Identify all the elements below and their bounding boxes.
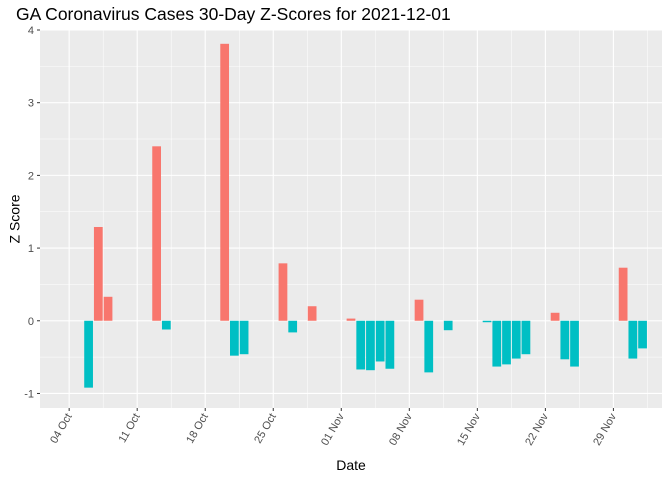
bar bbox=[161, 320, 171, 330]
bar bbox=[239, 320, 249, 355]
bar bbox=[375, 320, 385, 362]
grid-minor bbox=[40, 30, 662, 408]
bar bbox=[424, 320, 434, 373]
bar bbox=[152, 146, 161, 321]
bar bbox=[482, 320, 492, 323]
x-tick-label: 11 Oct bbox=[117, 412, 143, 445]
bar bbox=[288, 320, 298, 333]
x-tick-label: 01 Nov bbox=[319, 411, 347, 448]
x-tick-label: 25 Oct bbox=[252, 412, 279, 446]
y-tick-label: 4 bbox=[28, 25, 34, 37]
y-tick-label: -1 bbox=[24, 388, 34, 400]
y-tick-label: 3 bbox=[28, 98, 34, 110]
plot-panel bbox=[40, 30, 662, 408]
x-axis: 04 Oct 11 Oct 18 Oct 25 Oct 01 Nov 08 Nov 15 N… bbox=[48, 408, 619, 448]
bar bbox=[356, 320, 366, 370]
x-tick-label: 22 Nov bbox=[523, 411, 551, 448]
bar bbox=[414, 299, 424, 321]
bar bbox=[521, 320, 531, 355]
bar bbox=[346, 318, 356, 321]
bar bbox=[84, 320, 93, 388]
bars bbox=[84, 43, 647, 388]
x-axis-title: Date bbox=[336, 457, 366, 473]
bar bbox=[628, 320, 638, 359]
bar bbox=[511, 320, 521, 359]
bar bbox=[278, 263, 288, 321]
bar bbox=[230, 320, 239, 356]
bar bbox=[366, 320, 375, 371]
y-axis: -1 0 1 2 3 4 bbox=[24, 25, 40, 400]
bar bbox=[220, 43, 230, 321]
x-tick-label: 18 Oct bbox=[184, 412, 211, 446]
bar bbox=[550, 312, 560, 321]
y-axis-title: Z Score bbox=[7, 194, 23, 243]
x-tick-label: 29 Nov bbox=[591, 411, 619, 448]
bar bbox=[103, 296, 113, 321]
y-tick-label: 0 bbox=[28, 316, 34, 328]
x-tick-label: 15 Nov bbox=[455, 411, 483, 448]
bar bbox=[638, 320, 647, 349]
bar bbox=[502, 320, 511, 365]
bar bbox=[570, 320, 579, 367]
bar bbox=[307, 306, 317, 321]
x-tick-label: 04 Oct bbox=[48, 412, 75, 446]
bar bbox=[443, 320, 453, 331]
bar bbox=[560, 320, 570, 360]
chart-title: GA Coronavirus Cases 30-Day Z-Scores for… bbox=[16, 4, 451, 24]
bar bbox=[385, 320, 395, 369]
x-tick-label: 08 Nov bbox=[387, 411, 415, 448]
bar bbox=[93, 226, 103, 321]
y-tick-label: 2 bbox=[28, 170, 34, 182]
bar bbox=[618, 267, 628, 321]
bar bbox=[492, 320, 502, 367]
y-tick-label: 1 bbox=[28, 243, 34, 255]
